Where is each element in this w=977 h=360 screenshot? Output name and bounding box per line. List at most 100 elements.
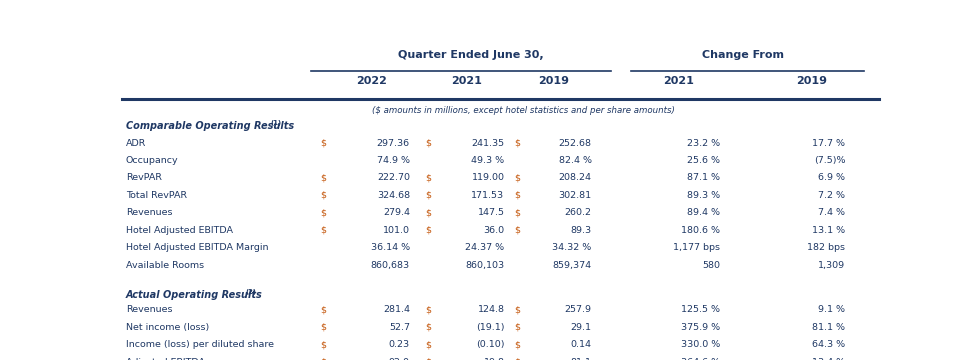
Text: $: $ xyxy=(514,174,521,183)
Text: 2019: 2019 xyxy=(538,76,570,86)
Text: $: $ xyxy=(425,191,431,200)
Text: (7.5)%: (7.5)% xyxy=(814,156,845,165)
Text: $: $ xyxy=(425,174,431,183)
Text: Adjusted EBITDA: Adjusted EBITDA xyxy=(126,357,205,360)
Text: Hotel Adjusted EBITDA Margin: Hotel Adjusted EBITDA Margin xyxy=(126,243,269,252)
Text: $: $ xyxy=(514,340,521,349)
Text: 81.1 %: 81.1 % xyxy=(812,323,845,332)
Text: $: $ xyxy=(425,340,431,349)
Text: $: $ xyxy=(320,191,326,200)
Text: 324.68: 324.68 xyxy=(377,191,410,200)
Text: 64.3 %: 64.3 % xyxy=(812,340,845,349)
Text: 2021: 2021 xyxy=(451,76,482,86)
Text: 82.4 %: 82.4 % xyxy=(559,156,591,165)
Text: 101.0: 101.0 xyxy=(383,226,410,235)
Text: Change From: Change From xyxy=(702,50,784,60)
Text: $: $ xyxy=(514,357,521,360)
Text: 860,683: 860,683 xyxy=(370,261,410,270)
Text: $: $ xyxy=(425,226,431,235)
Text: $: $ xyxy=(320,357,326,360)
Text: 36.0: 36.0 xyxy=(484,226,504,235)
Text: 0.23: 0.23 xyxy=(389,340,410,349)
Text: Revenues: Revenues xyxy=(126,208,172,217)
Text: 364.6 %: 364.6 % xyxy=(681,357,720,360)
Text: $: $ xyxy=(320,226,326,235)
Text: (0.10): (0.10) xyxy=(476,340,504,349)
Text: Available Rooms: Available Rooms xyxy=(126,261,204,270)
Text: 52.7: 52.7 xyxy=(389,323,410,332)
Text: $: $ xyxy=(514,139,521,148)
Text: Quarter Ended June 30,: Quarter Ended June 30, xyxy=(398,50,543,60)
Text: 125.5 %: 125.5 % xyxy=(681,305,720,314)
Text: $: $ xyxy=(425,305,431,314)
Text: 222.70: 222.70 xyxy=(377,174,410,183)
Text: $: $ xyxy=(514,226,521,235)
Text: 7.2 %: 7.2 % xyxy=(818,191,845,200)
Text: 124.8: 124.8 xyxy=(478,305,504,314)
Text: $: $ xyxy=(320,340,326,349)
Text: 302.81: 302.81 xyxy=(559,191,591,200)
Text: 281.4: 281.4 xyxy=(383,305,410,314)
Text: $: $ xyxy=(425,139,431,148)
Text: ADR: ADR xyxy=(126,139,147,148)
Text: Occupancy: Occupancy xyxy=(126,156,179,165)
Text: 2021: 2021 xyxy=(663,76,694,86)
Text: 36.14 %: 36.14 % xyxy=(370,243,410,252)
Text: (2): (2) xyxy=(245,288,257,294)
Text: 171.53: 171.53 xyxy=(471,191,504,200)
Text: $: $ xyxy=(425,323,431,332)
Text: 9.1 %: 9.1 % xyxy=(818,305,845,314)
Text: 0.14: 0.14 xyxy=(571,340,591,349)
Text: 49.3 %: 49.3 % xyxy=(471,156,504,165)
Text: $: $ xyxy=(320,208,326,217)
Text: 34.32 %: 34.32 % xyxy=(552,243,591,252)
Text: Actual Operating Results: Actual Operating Results xyxy=(126,290,263,300)
Text: 208.24: 208.24 xyxy=(559,174,591,183)
Text: $: $ xyxy=(320,174,326,183)
Text: 1,177 bps: 1,177 bps xyxy=(673,243,720,252)
Text: $: $ xyxy=(514,208,521,217)
Text: 89.3 %: 89.3 % xyxy=(687,191,720,200)
Text: Total RevPAR: Total RevPAR xyxy=(126,191,187,200)
Text: $: $ xyxy=(514,323,521,332)
Text: 330.0 %: 330.0 % xyxy=(681,340,720,349)
Text: 2019: 2019 xyxy=(795,76,827,86)
Text: 7.4 %: 7.4 % xyxy=(818,208,845,217)
Text: 252.68: 252.68 xyxy=(559,139,591,148)
Text: 89.3: 89.3 xyxy=(571,226,591,235)
Text: 81.1: 81.1 xyxy=(571,357,591,360)
Text: (1): (1) xyxy=(271,120,281,126)
Text: 580: 580 xyxy=(702,261,720,270)
Text: 297.36: 297.36 xyxy=(377,139,410,148)
Text: Comparable Operating Results: Comparable Operating Results xyxy=(126,121,294,131)
Text: ($ amounts in millions, except hotel statistics and per share amounts): ($ amounts in millions, except hotel sta… xyxy=(372,105,675,114)
Text: 279.4: 279.4 xyxy=(383,208,410,217)
Text: 24.37 %: 24.37 % xyxy=(465,243,504,252)
Text: $: $ xyxy=(425,208,431,217)
Text: 89.4 %: 89.4 % xyxy=(687,208,720,217)
Text: $: $ xyxy=(320,139,326,148)
Text: 13.4 %: 13.4 % xyxy=(812,357,845,360)
Text: 860,103: 860,103 xyxy=(465,261,504,270)
Text: 180.6 %: 180.6 % xyxy=(681,226,720,235)
Text: 92.0: 92.0 xyxy=(389,357,410,360)
Text: 13.1 %: 13.1 % xyxy=(812,226,845,235)
Text: 241.35: 241.35 xyxy=(471,139,504,148)
Text: $: $ xyxy=(425,357,431,360)
Text: 6.9 %: 6.9 % xyxy=(818,174,845,183)
Text: 119.00: 119.00 xyxy=(472,174,504,183)
Text: Income (loss) per diluted share: Income (loss) per diluted share xyxy=(126,340,274,349)
Text: 260.2: 260.2 xyxy=(565,208,591,217)
Text: 17.7 %: 17.7 % xyxy=(812,139,845,148)
Text: Net income (loss): Net income (loss) xyxy=(126,323,209,332)
Text: 29.1: 29.1 xyxy=(571,323,591,332)
Text: 74.9 %: 74.9 % xyxy=(377,156,410,165)
Text: 859,374: 859,374 xyxy=(552,261,591,270)
Text: Revenues: Revenues xyxy=(126,305,172,314)
Text: 87.1 %: 87.1 % xyxy=(687,174,720,183)
Text: 375.9 %: 375.9 % xyxy=(681,323,720,332)
Text: $: $ xyxy=(320,305,326,314)
Text: 23.2 %: 23.2 % xyxy=(687,139,720,148)
Text: RevPAR: RevPAR xyxy=(126,174,162,183)
Text: $: $ xyxy=(514,191,521,200)
